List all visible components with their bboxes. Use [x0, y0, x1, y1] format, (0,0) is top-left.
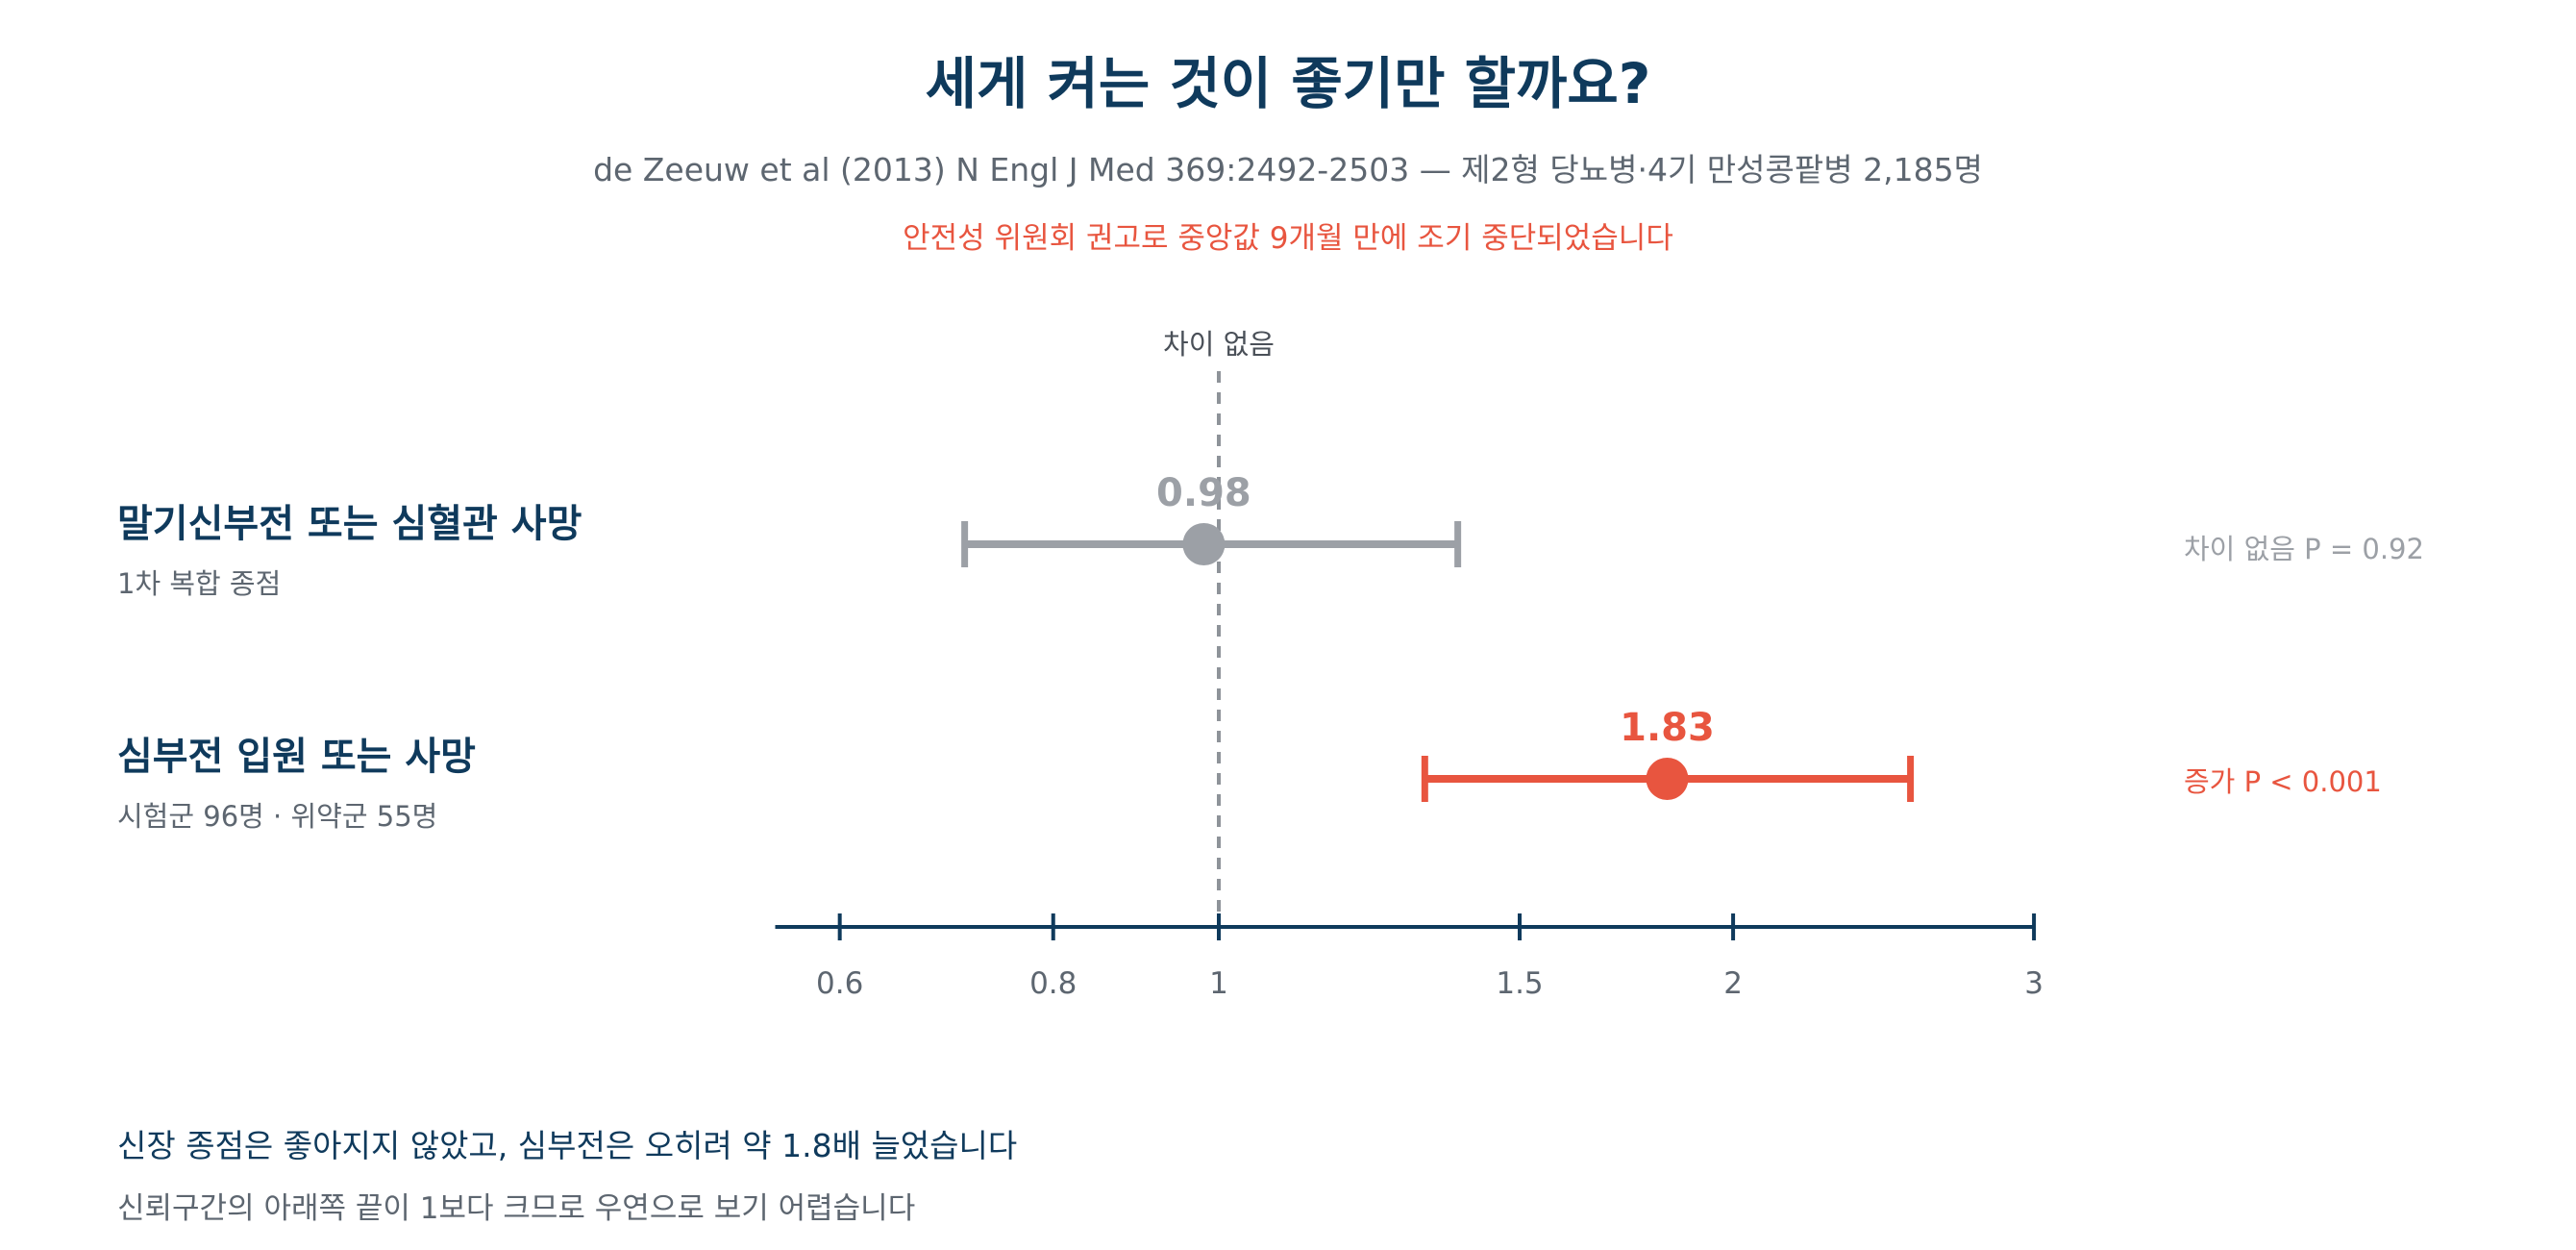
row-label-heart-failure: 심부전 입원 또는 사망 시험군 96명 · 위약군 55명: [117, 725, 476, 835]
x-tick-label: 0.8: [1029, 966, 1077, 1001]
x-tick-label: 1.5: [1496, 966, 1543, 1001]
early-stop-note: 안전성 위원회 권고로 중앙값 9개월 만에 조기 중단되었습니다: [903, 221, 1673, 256]
estimate-label: 0.98: [1156, 471, 1251, 515]
row-sublabel: 1차 복합 종점: [117, 567, 282, 600]
reference-label: 차이 없음: [1163, 328, 1275, 361]
x-tick-label: 0.6: [816, 966, 863, 1001]
p-value-label: 증가 P < 0.001: [2184, 765, 2382, 798]
row-label-primary: 말기신부전 또는 심혈관 사망 1차 복합 종점: [117, 492, 582, 602]
footer-conclusion: 신장 종점은 좋아지지 않았고, 심부전은 오히려 약 1.8배 늘었습니다: [117, 1127, 1018, 1164]
footer-explanation: 신뢰구간의 아래쪽 끝이 1보다 크므로 우연으로 보기 어렵습니다: [117, 1191, 916, 1226]
row-sublabel: 시험군 96명 · 위약군 55명: [117, 800, 438, 833]
row-title: 말기신부전 또는 심혈관 사망: [117, 502, 582, 546]
point-estimate: [1646, 758, 1689, 800]
row-title: 심부전 입원 또는 사망: [117, 735, 476, 779]
point-estimate: [1182, 523, 1226, 565]
chart-title: 세게 켜는 것이 좋기만 할까요?: [925, 51, 1651, 116]
x-tick-label: 2: [1723, 966, 1743, 1001]
estimate-label: 1.83: [1620, 706, 1715, 750]
p-value-label: 차이 없음 P = 0.92: [2184, 533, 2424, 565]
x-tick-label: 3: [2024, 966, 2043, 1001]
x-tick-label: 1: [1209, 966, 1228, 1001]
chart-subtitle: de Zeeuw et al (2013) N Engl J Med 369:2…: [593, 151, 1983, 188]
